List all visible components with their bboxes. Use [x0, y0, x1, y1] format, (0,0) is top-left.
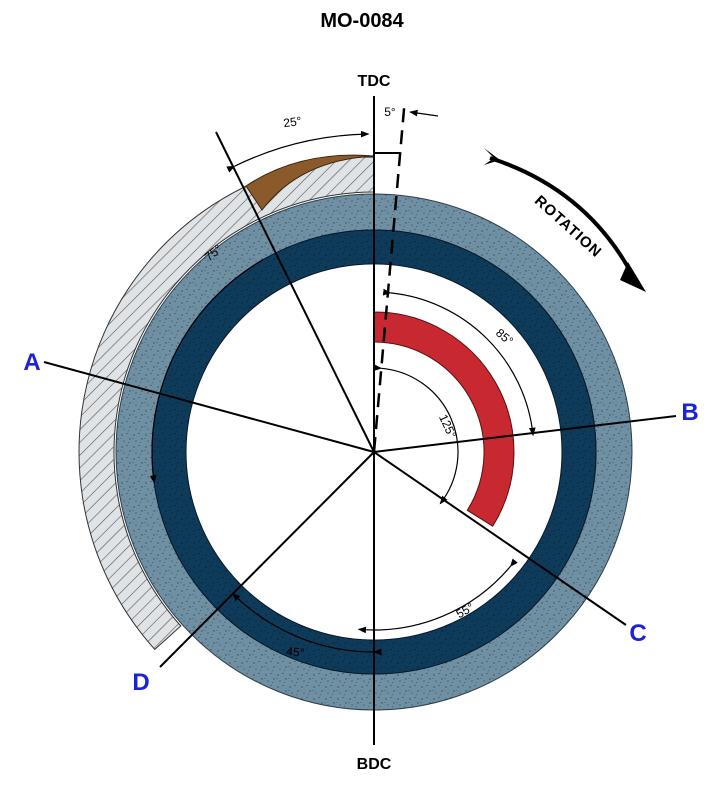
angle-label-25: 25°: [282, 114, 302, 130]
rotation-label: ROTATION: [531, 192, 605, 261]
line-a: [43, 361, 375, 453]
rotation-arrow-head: [620, 262, 646, 292]
point-label-c: C: [629, 620, 646, 647]
arc-125deg: [373, 364, 459, 505]
angle-label-125: 125°: [436, 412, 459, 441]
angle-label-85: 85°: [493, 326, 516, 349]
bdc-label: BDC: [357, 756, 392, 773]
diagram-title: MO-0084: [320, 10, 404, 32]
rotation-arrow-tail: [484, 148, 500, 165]
line-25deg: [215, 131, 375, 453]
rotation-arrow: [489, 156, 638, 283]
arc-75deg: [149, 259, 264, 484]
point-label-d: D: [132, 669, 149, 696]
arc-45deg: [232, 592, 382, 656]
line-d: [159, 451, 375, 668]
point-label-a: A: [23, 349, 40, 376]
angle-label-45: 45°: [286, 644, 306, 660]
arc-85deg: [382, 288, 536, 437]
arrow-5deg: [409, 109, 439, 117]
tdc-label: TDC: [358, 73, 391, 90]
arc-25deg: [226, 130, 370, 173]
dashed-5deg-line: [372, 108, 406, 453]
point-label-b: B: [681, 399, 698, 426]
angle-label-5: 5°: [384, 105, 396, 119]
